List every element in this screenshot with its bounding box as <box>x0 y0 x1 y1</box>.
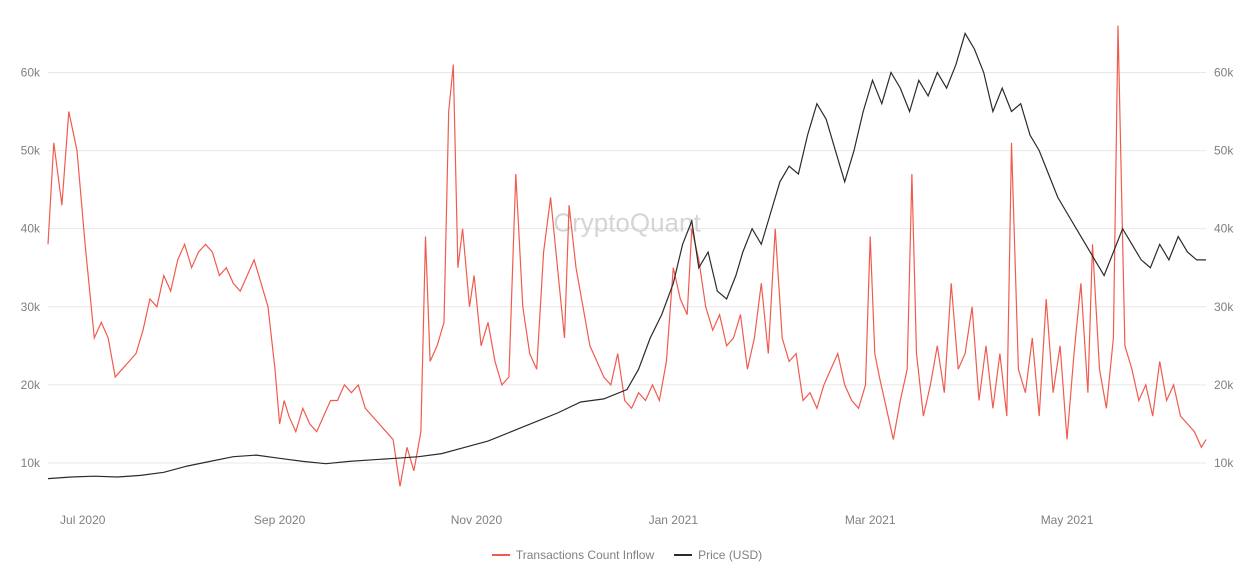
legend-item: Price (USD) <box>674 548 762 562</box>
watermark-text: CryptoQuant <box>553 207 701 237</box>
x-tick-label: May 2021 <box>1041 513 1094 527</box>
y-right-tick-label: 20k <box>1214 378 1234 392</box>
y-right-tick-label: 10k <box>1214 456 1234 470</box>
legend-label: Transactions Count Inflow <box>516 548 654 562</box>
y-right-tick-label: 30k <box>1214 300 1234 314</box>
y-left-tick-label: 20k <box>21 378 41 392</box>
legend-item: Transactions Count Inflow <box>492 548 654 562</box>
x-tick-label: Mar 2021 <box>845 513 896 527</box>
legend-swatch <box>492 554 510 556</box>
x-tick-label: Jul 2020 <box>60 513 106 527</box>
y-left-tick-label: 50k <box>21 144 41 158</box>
legend-label: Price (USD) <box>698 548 762 562</box>
legend-swatch <box>674 554 692 556</box>
series-line <box>48 26 1206 487</box>
y-right-tick-label: 50k <box>1214 144 1234 158</box>
chart-canvas: 10k 20k 30k 40k 50k 60k 10k 20k 30k 40k 50k 60k Jul … <box>0 0 1254 568</box>
series-line <box>48 33 1206 478</box>
dual-axis-chart: 10k 20k 30k 40k 50k 60k 10k 20k 30k 40k 50k 60k Jul … <box>0 0 1254 568</box>
y-left-tick-label: 30k <box>21 300 41 314</box>
x-tick-label: Sep 2020 <box>254 513 306 527</box>
legend: Transactions Count Inflow Price (USD) <box>0 545 1254 562</box>
y-left-tick-label: 10k <box>21 456 41 470</box>
y-left-tick-label: 40k <box>21 222 41 236</box>
x-tick-label: Jan 2021 <box>649 513 699 527</box>
y-right-tick-label: 60k <box>1214 65 1234 79</box>
y-right-tick-label: 40k <box>1214 222 1234 236</box>
y-left-tick-label: 60k <box>21 65 41 79</box>
x-tick-label: Nov 2020 <box>451 513 503 527</box>
